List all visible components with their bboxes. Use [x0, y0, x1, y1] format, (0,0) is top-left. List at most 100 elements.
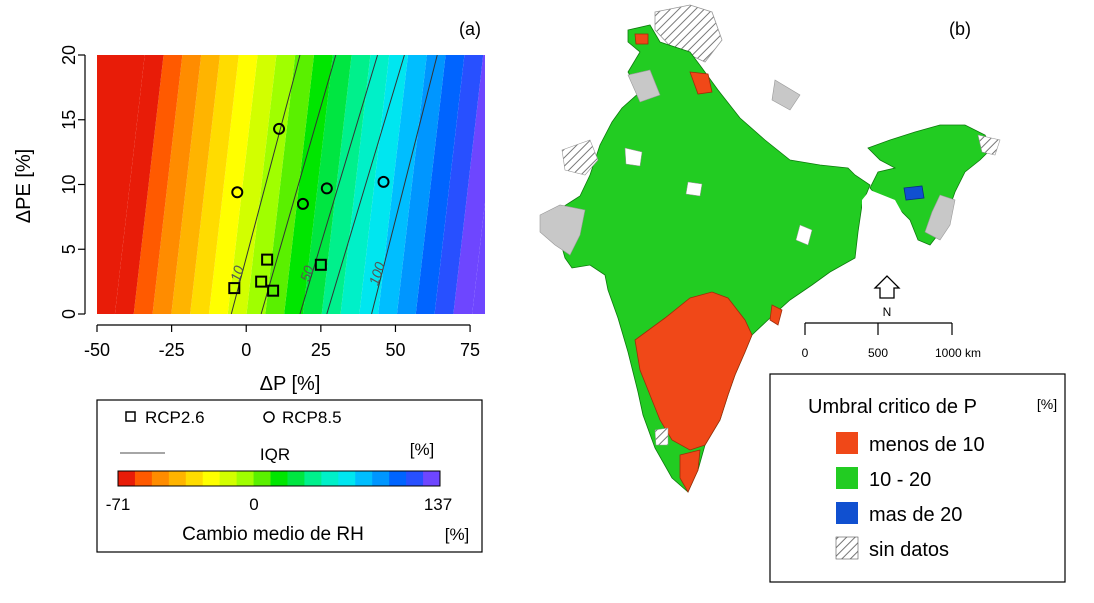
color-band	[152, 55, 202, 314]
contour-label: 100	[365, 260, 388, 287]
colorbar-segment	[118, 471, 136, 486]
iqr-contour-line	[260, 55, 337, 314]
iqr-contour-line	[230, 55, 301, 314]
contour-label: 50	[297, 264, 317, 284]
panel-b: (b)	[539, 4, 1066, 583]
legend-iqr: IQR	[260, 445, 290, 464]
iqr-contour-line	[299, 55, 379, 314]
map-region-grey-ne	[924, 194, 956, 241]
panel-b-label: (b)	[949, 19, 971, 39]
colorbar-border	[117, 470, 441, 487]
rcp85-point	[296, 197, 309, 210]
color-band	[359, 55, 408, 314]
color-band	[133, 55, 183, 314]
color-band	[473, 227, 485, 314]
colorbar-segment	[321, 471, 339, 486]
color-band	[227, 55, 277, 314]
legend-unit-top: [%]	[410, 440, 435, 459]
x-tick-label: -25	[159, 340, 185, 360]
colorbar-segment	[355, 471, 373, 486]
map-gap	[685, 181, 703, 197]
legend-b-item: menos de 10	[869, 434, 985, 456]
color-band	[378, 55, 427, 314]
map-region-blue	[903, 185, 925, 201]
x-tick-label: 25	[311, 340, 331, 360]
map-region-red-tip	[679, 449, 701, 493]
colorbar-segment	[304, 471, 322, 486]
colorbar-segment	[185, 471, 204, 486]
color-band	[171, 55, 220, 314]
india-map	[539, 4, 1001, 493]
colorbar-segment	[338, 471, 356, 486]
x-tick-label: -50	[84, 340, 110, 360]
contour-label: 10	[227, 264, 247, 284]
square-marker-icon	[125, 411, 136, 422]
colorbar	[117, 470, 441, 487]
color-band	[208, 55, 258, 314]
color-band	[415, 55, 465, 314]
rcp26-point	[314, 258, 327, 271]
color-band	[434, 55, 484, 314]
scenario-markers	[228, 122, 390, 297]
colorbar-segment	[423, 471, 441, 486]
map-region-hatch-ne	[977, 134, 1001, 156]
color-band	[340, 55, 390, 314]
color-band	[114, 55, 164, 314]
legend-rcp85: RCP8.5	[282, 408, 342, 427]
x-tick-label: 50	[385, 340, 405, 360]
legend-b-item: mas de 20	[869, 504, 962, 526]
scale-mid: 0	[249, 495, 258, 514]
map-gap	[624, 147, 643, 167]
panel-a-label: (a)	[459, 19, 481, 39]
rcp85-point	[377, 175, 390, 188]
iqr-contour-line	[326, 55, 405, 314]
scale-max: 137	[424, 495, 452, 514]
rcp85-point	[231, 186, 244, 199]
north-label: N	[883, 305, 892, 319]
legend-b-item: 10 - 20	[869, 469, 931, 491]
colorbar-segment	[372, 471, 390, 486]
colorbar-segment	[270, 471, 288, 486]
legend-b-swatch-hatch	[835, 536, 859, 560]
legend-scale-title: Cambio medio de RH	[182, 524, 364, 545]
rcp26-point	[261, 253, 274, 266]
map-region-red-south	[634, 291, 753, 451]
map-region-hatch-west	[561, 139, 599, 176]
color-band	[265, 55, 314, 314]
map-gap	[862, 190, 905, 252]
scale-label-1000: 1000 km	[935, 346, 981, 360]
colorbar-segment	[406, 471, 424, 486]
scale-label-0: 0	[802, 346, 809, 360]
color-band	[190, 55, 239, 314]
x-tick-label: 0	[241, 340, 251, 360]
map-region-green	[551, 24, 871, 493]
rcp26-point	[267, 284, 280, 297]
map-region-grey-n	[627, 69, 661, 103]
map-gap	[795, 224, 813, 246]
color-band	[97, 55, 145, 314]
y-tick-label: 15	[59, 110, 79, 130]
north-arrow-icon	[873, 275, 901, 299]
rcp85-point	[273, 122, 286, 135]
legend-b-unit: [%]	[1037, 396, 1057, 412]
iqr-contour-line	[371, 55, 438, 314]
map-region-grey	[539, 204, 586, 256]
colorbar-segment	[287, 471, 305, 486]
iqr-contours: 10 50 100	[227, 55, 438, 314]
scale-min: -71	[106, 495, 131, 514]
legend-b-swatch-blue	[836, 502, 858, 524]
x-axis-label: ΔP [%]	[260, 373, 321, 395]
rcp26-point	[228, 282, 241, 295]
y-tick-label: 0	[59, 309, 79, 319]
legend-b: Umbral critico de P [%] menos de 10 10 -…	[769, 373, 1066, 583]
colorbar-segment	[134, 471, 153, 486]
legend-rcp26: RCP2.6	[145, 408, 205, 427]
legend-b-swatch-green	[836, 467, 858, 489]
color-band	[396, 55, 446, 314]
colorbar-segment	[389, 471, 407, 486]
colorbar-segment	[236, 471, 255, 486]
colorbar-segment	[219, 471, 238, 486]
scale-bar	[804, 322, 953, 335]
axes: -50 -25 0 25 50 75 0 5 10 15 20	[59, 45, 480, 360]
